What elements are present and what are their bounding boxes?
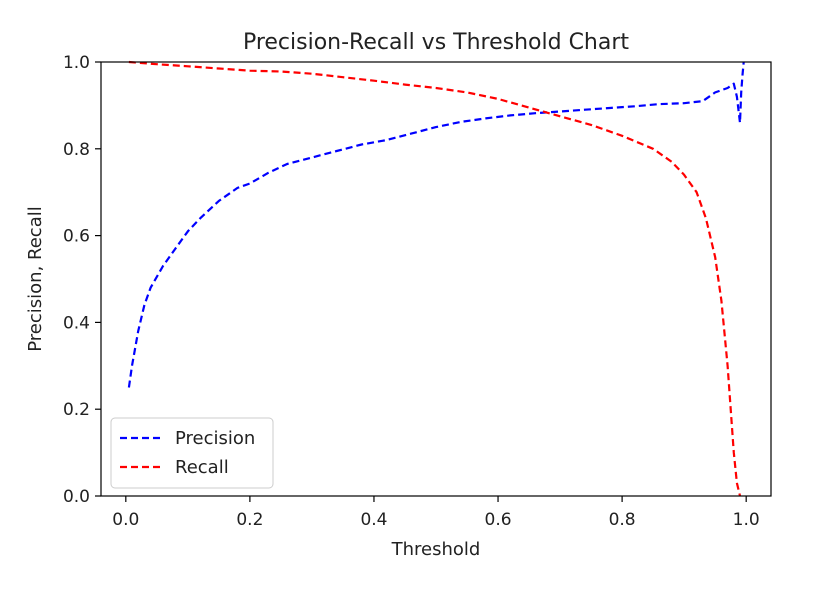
- x-tick-label: 1.0: [733, 510, 760, 530]
- series-layer: [127, 60, 745, 497]
- plot-area: [100, 60, 772, 497]
- y-tick-label: 0.4: [63, 313, 90, 333]
- x-axis-label: Threshold: [391, 539, 481, 560]
- y-tick-label: 0.8: [63, 140, 90, 160]
- y-tick-label: 0.2: [63, 400, 90, 420]
- x-tick-label: 0.6: [485, 510, 512, 530]
- y-tick-label: 0.0: [63, 487, 90, 507]
- legend-recall-label: Recall: [175, 457, 229, 478]
- chart-title: Precision-Recall vs Threshold Chart: [243, 30, 629, 55]
- axes-frame: [100, 61, 772, 497]
- y-axis-label: Precision, Recall: [25, 206, 46, 351]
- x-axis: 0.0 0.2 0.4 0.6 0.8 1.0: [112, 496, 760, 530]
- y-axis: 0.0 0.2 0.4 0.6 0.8 1.0: [63, 53, 101, 507]
- legend-precision-label: Precision: [175, 428, 255, 449]
- x-tick-label: 0.4: [360, 510, 387, 530]
- x-tick-label: 0.2: [236, 510, 263, 530]
- x-tick-label: 0.8: [609, 510, 636, 530]
- y-tick-label: 1.0: [63, 53, 90, 73]
- y-tick-label: 0.6: [63, 227, 90, 247]
- precision-series-line: [127, 61, 745, 388]
- legend: Precision Recall: [110, 417, 274, 489]
- recall-series-line: [128, 60, 742, 497]
- legend-box: [110, 417, 274, 489]
- x-tick-label: 0.0: [112, 510, 139, 530]
